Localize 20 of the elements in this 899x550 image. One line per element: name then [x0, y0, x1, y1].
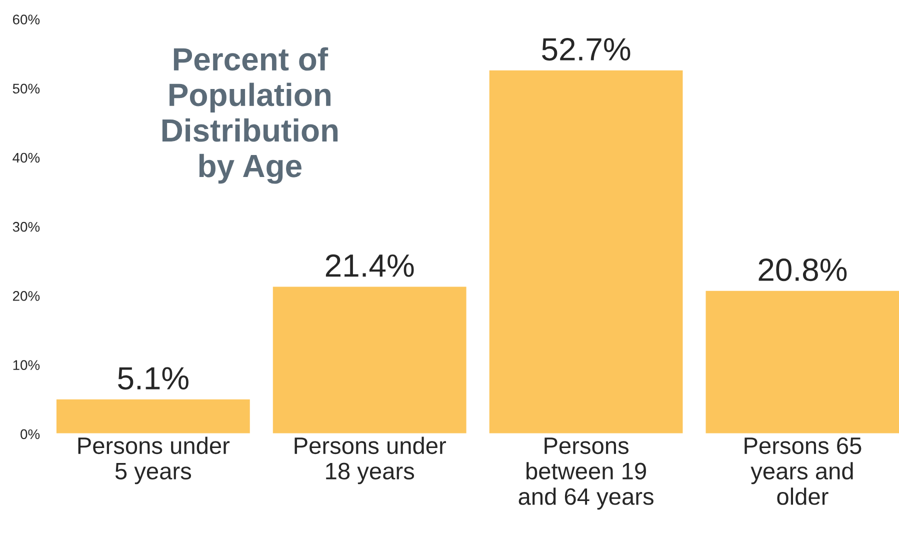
data-label: 21.4%: [326, 254, 414, 277]
y-tick-label: 30%: [12, 222, 40, 232]
y-tick-label: 0%: [20, 429, 40, 440]
y-tick-label: 50%: [12, 84, 40, 94]
x-tick-label: Persons under 5 years: [78, 436, 230, 484]
data-label: 52.7%: [542, 38, 630, 61]
y-tick-label: 10%: [13, 360, 40, 370]
x-tick-label: Persons under 18 years: [294, 436, 446, 484]
y-tick-label: 40%: [12, 152, 40, 163]
bar: [488, 69, 684, 434]
y-tick-label: 60%: [12, 14, 40, 24]
data-label: 20.8%: [758, 258, 847, 282]
x-tick-label: Persons between 19 and 64 years: [518, 438, 654, 510]
data-label: 5.1%: [118, 367, 188, 390]
y-tick-label: 20%: [12, 291, 40, 301]
text: Percent of Population Distribution by Age: [162, 47, 338, 184]
bar: [55, 398, 252, 434]
x-tick-label: Persons 65 years and older: [744, 437, 862, 505]
bar: [704, 289, 899, 434]
bar: [272, 285, 468, 434]
